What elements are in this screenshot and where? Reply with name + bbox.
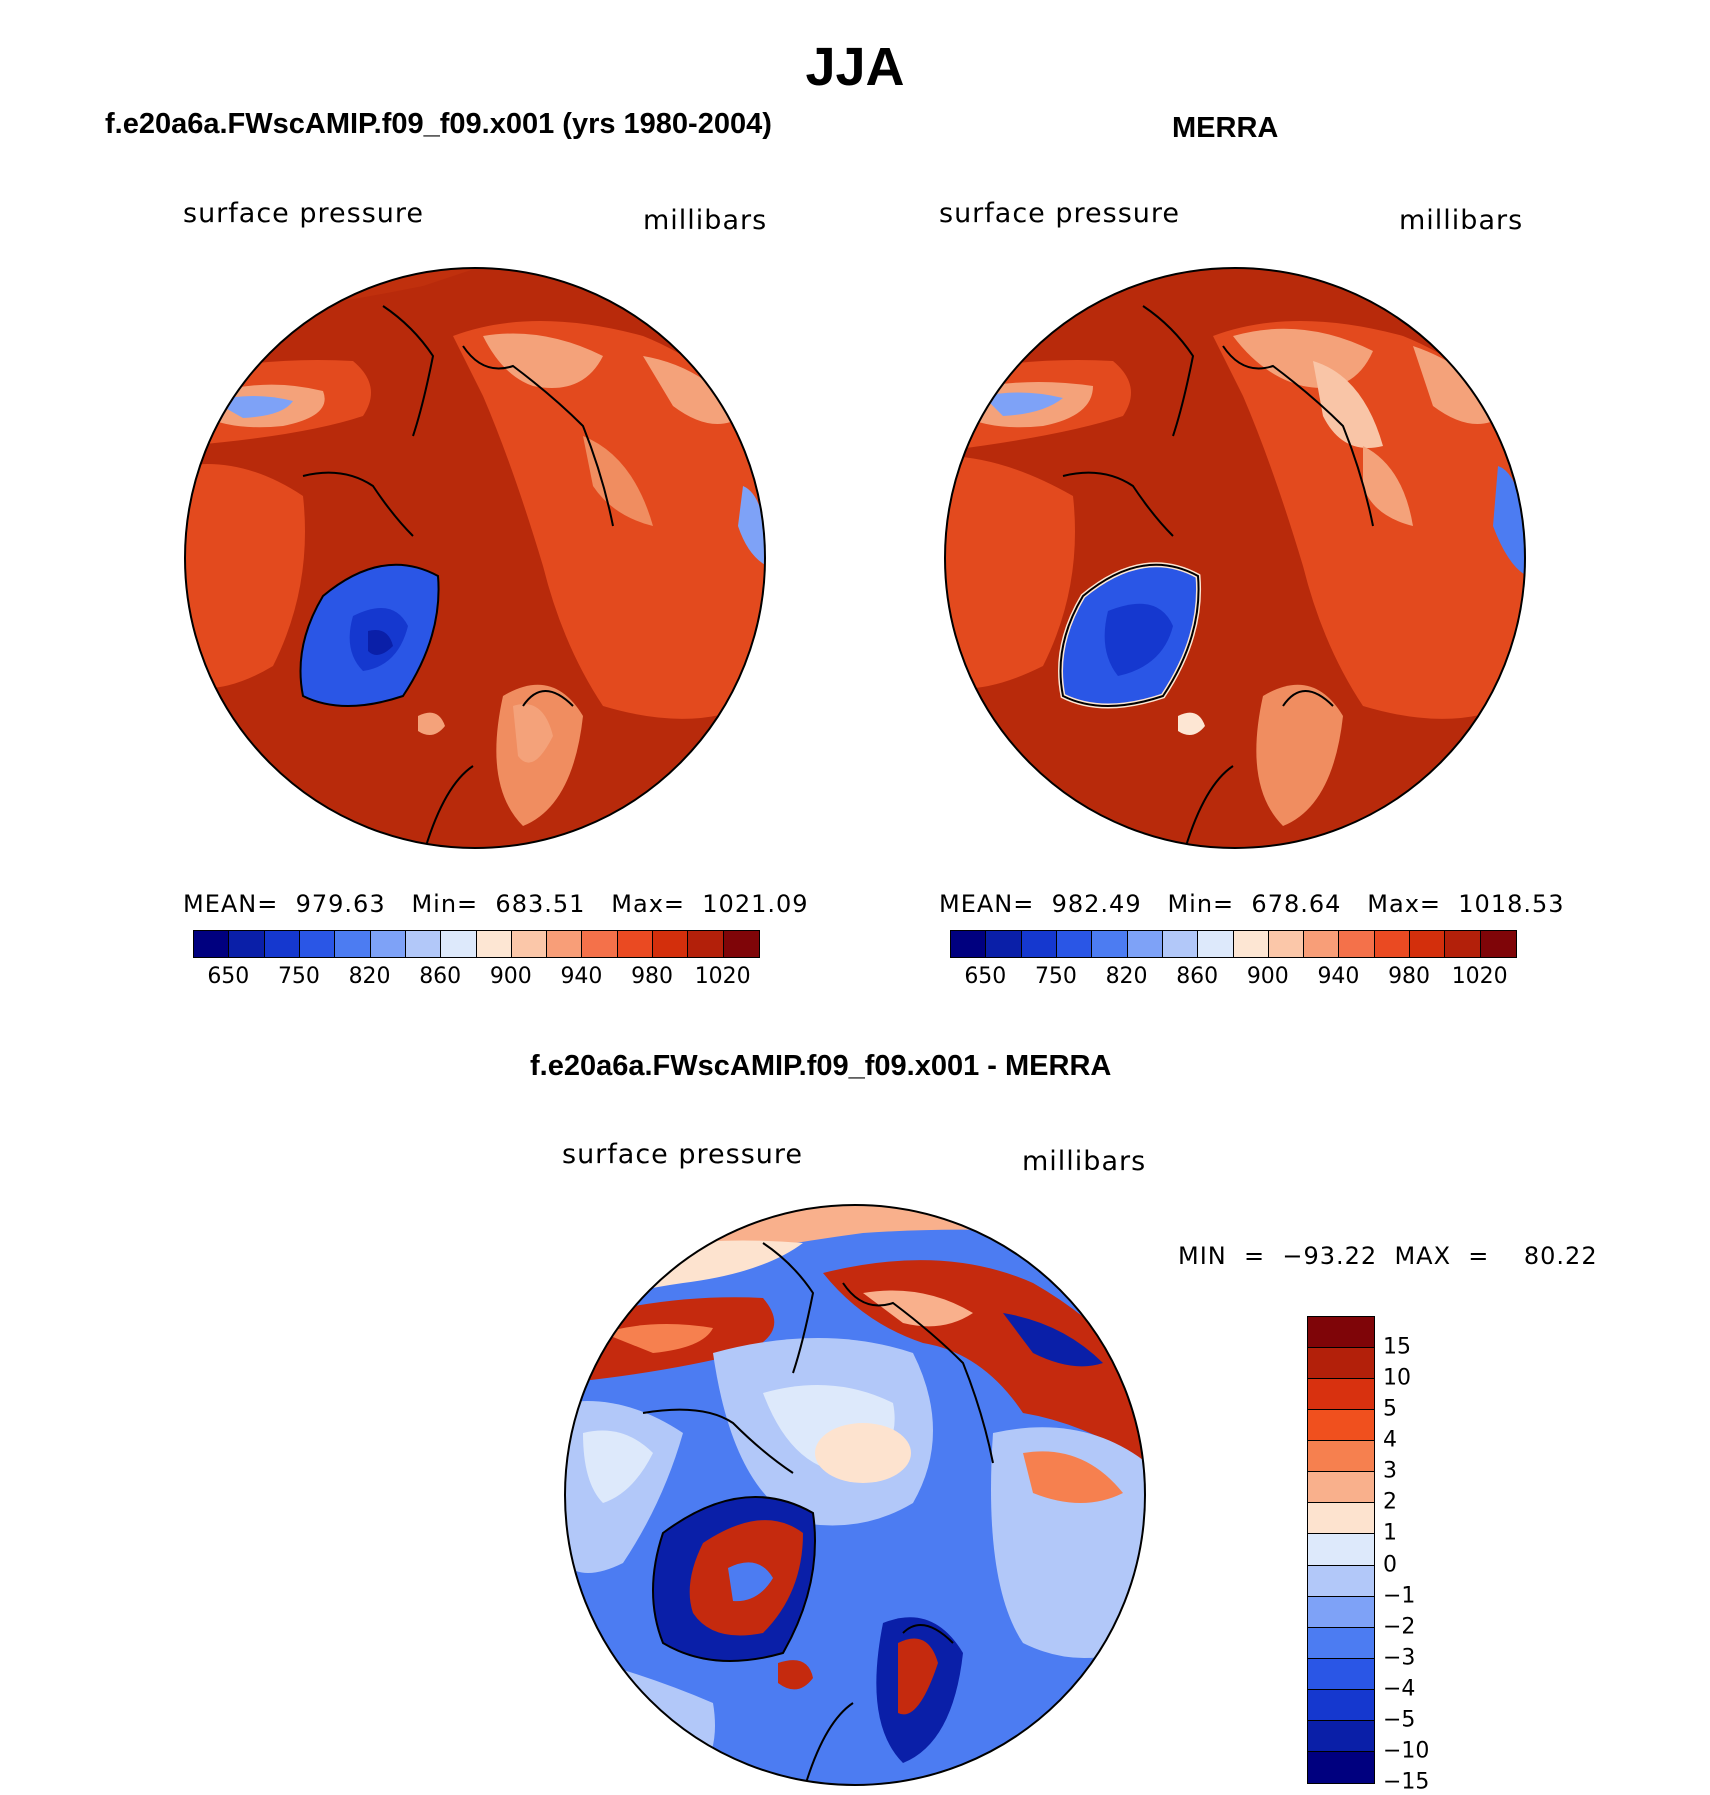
panel-1-colorbar-tick-label: 820 [348,964,391,989]
panel-3-colorbar-swatch [1308,1441,1374,1473]
panel-1-colorbar-swatch [547,931,583,957]
panel-1-colorbar-swatch [582,931,618,957]
panel-1-stats: MEAN= 979.63 Min= 683.51 Max= 1021.09 [183,890,809,918]
panel-3-colorbar-swatch [1308,1658,1374,1690]
panel-2-colorbar-swatch [1198,931,1234,957]
panel-1-colorbar-tick-label: 860 [419,964,462,989]
panel-1-title: f.e20a6a.FWscAMIP.f09_f09.x001 (yrs 1980… [105,108,772,140]
panel-1-colorbar-swatch [653,931,689,957]
panel-2-colorbar-swatch [1268,931,1305,957]
panel-3-colorbar-tick-label: 2 [1383,1489,1397,1515]
panel-2-colorbar-tick-label: 860 [1176,964,1219,989]
panel-1-field-label: surface pressure [183,198,424,229]
figure-title: JJA [805,37,905,97]
panel-2-colorbar-swatch [1162,931,1199,957]
panel-2-colorbar-tick-label: 900 [1246,964,1289,989]
panel-1-colorbar-swatch [405,931,442,957]
panel-3-unit-label: millibars [1022,1146,1147,1177]
panel-2-colorbar-swatch [986,931,1022,957]
panel-3-colorbar-tick-label: 0 [1383,1552,1397,1578]
panel-3-colorbar-tick-label: 5 [1383,1396,1397,1422]
panel-2-colorbar-tick-label: 820 [1105,964,1148,989]
panel-2-colorbar-tick-label: 1020 [1451,964,1508,989]
panel-1-colorbar-swatch [370,931,406,957]
panel-1-colorbar-swatch [229,931,265,957]
panel-3-colorbar-swatch [1308,1410,1374,1442]
panel-1-colorbar-swatch [299,931,336,957]
panel-2-colorbar-tick-label: 750 [1034,964,1077,989]
panel-2-field-label: surface pressure [939,198,1180,229]
panel-1-colorbar-tick-label: 980 [631,964,674,989]
panel-3-colorbar-tick-label: −10 [1383,1738,1430,1764]
panel-2-colorbar-tick-label: 650 [964,964,1007,989]
panel-3-colorbar-tick-label: 15 [1383,1334,1411,1360]
panel-3-colorbar-swatch [1308,1720,1374,1752]
panel-1-colorbar-tick-label: 1020 [694,964,751,989]
panel-3-colorbar-tick-label: −1 [1383,1583,1416,1609]
panel-1-unit-label: millibars [643,205,768,236]
panel-3-colorbar-tick-label: −4 [1383,1676,1416,1702]
panel-2-colorbar-swatch [1304,931,1340,957]
panel-3-colorbar-tick-label: 4 [1383,1427,1397,1453]
panel-3-colorbar-swatch [1308,1689,1374,1721]
panel-3-colorbar-tick-label: −5 [1383,1707,1416,1733]
panel-3-colorbar-tick-label: −2 [1383,1614,1416,1640]
panel-3-colorbar-swatch [1308,1565,1374,1597]
panel-2-colorbar-swatch [1374,931,1411,957]
panel-1-colorbar-tick-label: 900 [489,964,532,989]
panel-2-colorbar-swatch [1410,931,1446,957]
panel-2-colorbar-swatch [1127,931,1163,957]
panel-3-colorbar-swatch [1308,1596,1374,1628]
panel-3-colorbar-swatch [1308,1751,1374,1783]
panel-2-map [944,267,1526,849]
panel-3-colorbar-swatch [1308,1348,1374,1380]
panel-2-colorbar-swatch [1233,931,1269,957]
panel-2-colorbar-tick-label: 940 [1317,964,1360,989]
panel-1-map [184,267,766,849]
panel-2-colorbar-swatch [1056,931,1093,957]
panel-1-colorbar-tick-label: 750 [277,964,320,989]
panel-2-colorbar-swatch [1480,931,1516,957]
panel-2-colorbar [950,930,1517,958]
panel-1-colorbar-swatch [511,931,548,957]
panel-2-colorbar-swatch [1339,931,1375,957]
panel-3-colorbar [1307,1316,1375,1784]
panel-3-colorbar-swatch [1308,1534,1374,1566]
panel-1-colorbar-tick-label: 940 [560,964,603,989]
panel-2-colorbar-swatch [1092,931,1128,957]
panel-1-colorbar-swatch [264,931,300,957]
panel-3-colorbar-tick-label: −15 [1383,1769,1430,1795]
panel-3-colorbar-tick-label: 1 [1383,1520,1397,1546]
panel-1-colorbar-swatch [441,931,477,957]
panel-3-title: f.e20a6a.FWscAMIP.f09_f09.x001 - MERRA [530,1050,1112,1082]
panel-2-colorbar-swatch [1445,931,1481,957]
panel-3-colorbar-swatch [1308,1472,1374,1504]
panel-2-unit-label: millibars [1399,205,1524,236]
panel-1-colorbar-swatch [194,931,230,957]
panel-1-colorbar [193,930,760,958]
panel-1-colorbar-swatch [476,931,512,957]
panel-2-colorbar-swatch [951,931,987,957]
panel-2-colorbar-swatch [1021,931,1057,957]
panel-3-colorbar-tick-label: −3 [1383,1645,1416,1671]
panel-1-colorbar-swatch [723,931,759,957]
panel-3-colorbar-tick-label: 3 [1383,1458,1397,1484]
panel-1-colorbar-swatch [335,931,371,957]
panel-3-stats: MIN = −93.22 MAX = 80.22 [1178,1242,1598,1270]
panel-3-colorbar-swatch [1308,1317,1374,1349]
panel-2-colorbar-tick-label: 980 [1388,964,1431,989]
panel-3-colorbar-swatch [1308,1379,1374,1411]
panel-1-colorbar-swatch [617,931,654,957]
panel-3-colorbar-tick-label: 10 [1383,1365,1411,1391]
panel-3-colorbar-swatch [1308,1627,1374,1659]
panel-1-colorbar-swatch [688,931,724,957]
panel-1-colorbar-tick-label: 650 [207,964,250,989]
panel-3-map [564,1204,1146,1786]
panel-3-colorbar-swatch [1308,1503,1374,1535]
panel-2-title: MERRA [1172,112,1279,144]
panel-2-stats: MEAN= 982.49 Min= 678.64 Max= 1018.53 [939,890,1565,918]
panel-3-field-label: surface pressure [562,1139,803,1170]
